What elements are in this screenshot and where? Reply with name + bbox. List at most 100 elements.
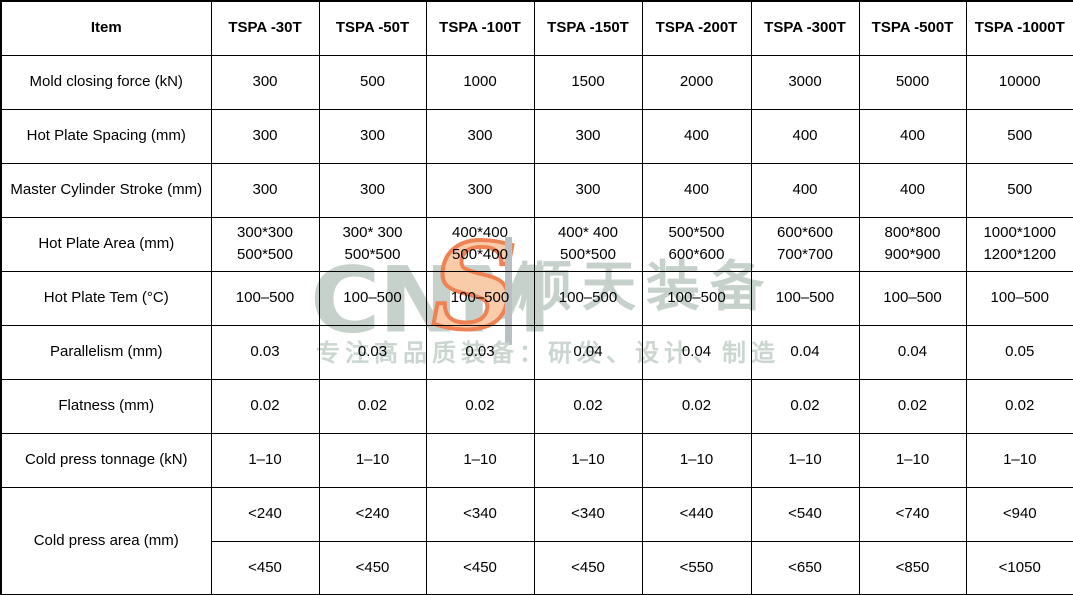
row-label: Flatness (mm) xyxy=(0,378,212,434)
spec-cell: 1–10 xyxy=(750,432,860,488)
spec-cell: 0.05 xyxy=(965,324,1073,380)
spec-cell: 100–500 xyxy=(425,270,535,326)
spec-cell: 600*600 700*700 xyxy=(750,216,860,272)
spec-cell: 100–500 xyxy=(210,270,320,326)
spec-cell: 1500 xyxy=(533,54,643,110)
spec-cell: <740 xyxy=(858,486,967,542)
spec-cell: 10000 xyxy=(965,54,1073,110)
header-cell-item: Item xyxy=(0,0,212,56)
spec-cell: 100–500 xyxy=(750,270,860,326)
spec-cell: 400 xyxy=(641,108,752,164)
header-cell-model: TSPA -300T xyxy=(750,0,860,56)
spec-cell: 0.04 xyxy=(641,324,752,380)
spec-cell: 100–500 xyxy=(318,270,427,326)
header-cell-model: TSPA -50T xyxy=(318,0,427,56)
spec-cell: <940 xyxy=(965,486,1073,542)
spec-cell: 400 xyxy=(858,162,967,218)
spec-cell: 1000*1000 1200*1200 xyxy=(965,216,1073,272)
row-label: Mold closing force (kN) xyxy=(0,54,212,110)
spec-cell: 1–10 xyxy=(858,432,967,488)
spec-cell: 0.02 xyxy=(858,378,967,434)
spec-cell: 0.02 xyxy=(210,378,320,434)
spec-cell: <450 xyxy=(425,540,535,595)
spec-cell: 300 xyxy=(533,108,643,164)
table-row: Master Cylinder Stroke (mm) 300 300 300 300 4… xyxy=(0,162,1073,218)
spec-cell: 1000 xyxy=(425,54,535,110)
spec-cell: 0.02 xyxy=(641,378,752,434)
table-row: Hot Plate Tem (°C) 100–500 100–500 100–500 1… xyxy=(0,270,1073,326)
spec-cell: 300* 300 500*500 xyxy=(318,216,427,272)
spec-cell: <240 xyxy=(210,486,320,542)
header-cell-model: TSPA -200T xyxy=(641,0,752,56)
header-cell-model: TSPA -1000T xyxy=(965,0,1073,56)
spec-cell: 0.03 xyxy=(318,324,427,380)
spec-cell: 1–10 xyxy=(641,432,752,488)
row-label: Master Cylinder Stroke (mm) xyxy=(0,162,212,218)
spec-cell: 2000 xyxy=(641,54,752,110)
spec-cell: 100–500 xyxy=(965,270,1073,326)
table-row: Cold press tonnage (kN) 1–10 1–10 1–10 1–10 1… xyxy=(0,432,1073,488)
spec-cell: 800*800 900*900 xyxy=(858,216,967,272)
spec-cell: 400 xyxy=(750,108,860,164)
spec-cell: 100–500 xyxy=(641,270,752,326)
spec-cell: 0.02 xyxy=(318,378,427,434)
spec-cell: 300 xyxy=(318,162,427,218)
table-row: Parallelism (mm) 0.03 0.03 0.03 0.04 0.04 0.04… xyxy=(0,324,1073,380)
spec-cell: <450 xyxy=(318,540,427,595)
row-label: Parallelism (mm) xyxy=(0,324,212,380)
table-row: <450 <450 <450 <450 <550 <650 <850 <1050 xyxy=(1,540,1073,595)
spec-cell: 400*400 500*400 xyxy=(425,216,535,272)
spec-cell: 1–10 xyxy=(318,432,427,488)
spec-cell: <440 xyxy=(641,486,752,542)
spec-cell: 100–500 xyxy=(858,270,967,326)
header-cell-model: TSPA -500T xyxy=(858,0,967,56)
spec-cell: 300 xyxy=(425,162,535,218)
row-label: Hot Plate Tem (°C) xyxy=(0,270,212,326)
spec-cell: 300*300 500*500 xyxy=(210,216,320,272)
spec-cell: <340 xyxy=(533,486,643,542)
spec-cell: 0.04 xyxy=(750,324,860,380)
spec-cell: 300 xyxy=(210,108,320,164)
spec-cell: 1–10 xyxy=(533,432,643,488)
spec-cell: 0.02 xyxy=(533,378,643,434)
spec-cell: 400 xyxy=(750,162,860,218)
spec-cell: <850 xyxy=(858,540,967,595)
spec-cell: 5000 xyxy=(858,54,967,110)
spec-cell: <550 xyxy=(641,540,752,595)
header-cell-model: TSPA -100T xyxy=(425,0,535,56)
table-row: Cold press area (mm) <240 <240 <340 <340 <440… xyxy=(0,486,1073,595)
table-header-row: Item TSPA -30T TSPA -50T TSPA -100T TSPA -15… xyxy=(0,0,1073,56)
spec-cell: 0.04 xyxy=(858,324,967,380)
spec-cell: <540 xyxy=(750,486,860,542)
row-label: Cold press tonnage (kN) xyxy=(0,432,212,488)
spec-cell: <240 xyxy=(318,486,427,542)
spec-cell: 0.02 xyxy=(750,378,860,434)
spec-cell: 500 xyxy=(965,108,1073,164)
spec-cell: 300 xyxy=(210,162,320,218)
spec-cell: <450 xyxy=(533,540,643,595)
spec-cell: <340 xyxy=(425,486,535,542)
spec-cell: 3000 xyxy=(750,54,860,110)
spec-cell: 300 xyxy=(425,108,535,164)
spec-cell: 300 xyxy=(533,162,643,218)
row-label: Cold press area (mm) xyxy=(0,486,212,595)
spec-cell: 0.02 xyxy=(965,378,1073,434)
header-cell-model: TSPA -150T xyxy=(533,0,643,56)
spec-cell: 0.03 xyxy=(425,324,535,380)
spec-cell: 100–500 xyxy=(533,270,643,326)
row-label: Hot Plate Spacing (mm) xyxy=(0,108,212,164)
spec-cell: 500*500 600*600 xyxy=(641,216,752,272)
spec-cell: 500 xyxy=(318,54,427,110)
spec-cell: 1–10 xyxy=(425,432,535,488)
table-row: Mold closing force (kN) 300 500 1000 1500 200… xyxy=(0,54,1073,110)
table-row: Flatness (mm) 0.02 0.02 0.02 0.02 0.02 0.02 0.0… xyxy=(0,378,1073,434)
header-cell-model: TSPA -30T xyxy=(210,0,320,56)
row-label: Hot Plate Area (mm) xyxy=(0,216,212,272)
spec-cell: 0.03 xyxy=(210,324,320,380)
spec-cell: 400 xyxy=(858,108,967,164)
spec-cell: <1050 xyxy=(965,540,1073,595)
spec-cell: 400 xyxy=(641,162,752,218)
spec-cell: 0.02 xyxy=(425,378,535,434)
